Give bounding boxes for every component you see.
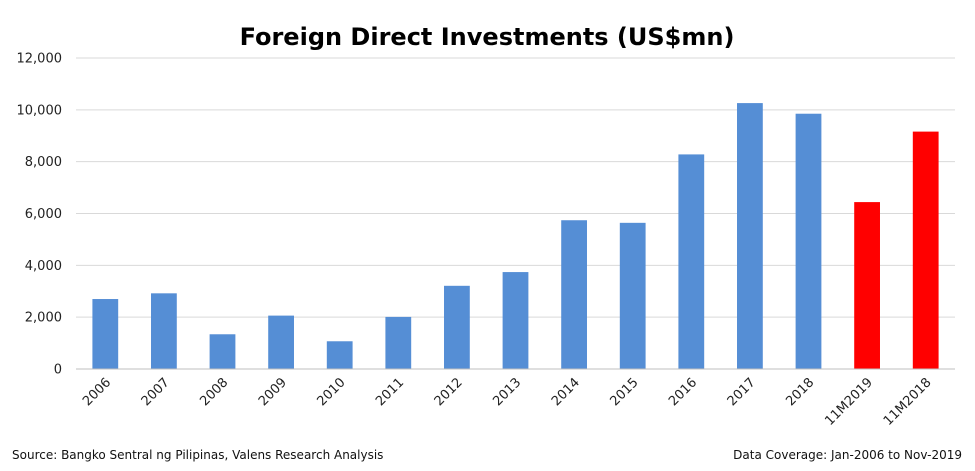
bar-2014 <box>561 220 587 369</box>
x-tick-label: 2006 <box>80 375 114 409</box>
x-tick-label: 2008 <box>197 375 231 409</box>
x-tick-label: 2010 <box>315 375 349 409</box>
x-tick-label: 2018 <box>783 375 817 409</box>
bars <box>92 103 939 370</box>
y-tick-label: 6,000 <box>25 207 62 222</box>
bar-2008 <box>209 334 236 369</box>
bar-2018 <box>795 113 822 370</box>
bar-2010 <box>326 341 353 369</box>
y-tick-label: 12,000 <box>17 52 63 67</box>
coverage-note: Data Coverage: Jan-2006 to Nov-2019 <box>733 448 962 462</box>
bar-2016 <box>678 154 705 369</box>
x-tick-label: 2015 <box>608 375 642 409</box>
x-tick-label: 2012 <box>432 375 466 409</box>
bar-2009 <box>268 315 294 369</box>
bar-2007 <box>151 293 177 369</box>
bar-2013 <box>502 272 529 369</box>
y-tick-label: 8,000 <box>25 155 62 170</box>
x-tick-label: 11M2018 <box>881 375 935 429</box>
bar-11m2018 <box>912 131 939 369</box>
bar-2015 <box>619 222 646 369</box>
bar-11m2019 <box>854 202 880 369</box>
bar-2012 <box>444 285 470 369</box>
chart-title: Foreign Direct Investments (US$mn) <box>240 23 735 51</box>
y-tick-label: 4,000 <box>25 259 62 274</box>
source-note: Source: Bangko Sentral ng Pilipinas, Val… <box>12 448 383 462</box>
x-tick-label: 2011 <box>373 375 407 409</box>
x-tick-label: 2014 <box>549 375 583 409</box>
y-tick-label: 10,000 <box>17 103 63 118</box>
x-tick-label: 2017 <box>725 375 759 409</box>
bar-2006 <box>92 299 119 369</box>
y-tick-label: 0 <box>54 363 62 378</box>
bar-2011 <box>385 316 412 369</box>
x-tick-label: 11M2019 <box>822 375 876 429</box>
bar-2017 <box>737 103 763 369</box>
x-tick-label: 2013 <box>490 375 524 409</box>
x-tick-label: 2009 <box>256 375 290 409</box>
x-tick-label: 2007 <box>139 375 173 409</box>
y-tick-label: 2,000 <box>25 311 62 326</box>
x-axis-tick-labels: 2006 2007 2008 2009 2010 2011 2012 2013 2014 2015… <box>80 375 934 429</box>
x-tick-label: 2016 <box>666 375 700 409</box>
y-axis-tick-labels: 0 2,000 4,000 6,000 8,000 10,000 12,000 <box>17 52 63 378</box>
